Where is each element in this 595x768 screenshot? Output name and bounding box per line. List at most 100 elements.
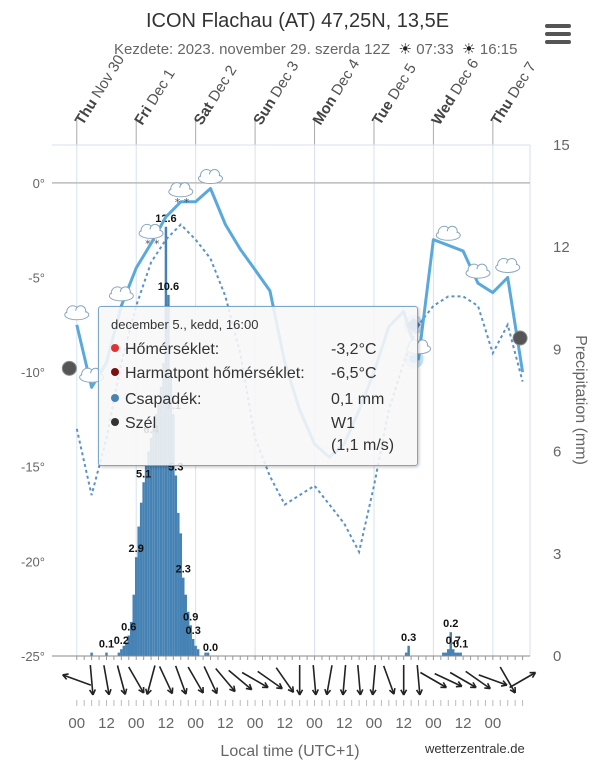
day-label: Sun Dec 3: [250, 58, 302, 128]
precipitation-bar: [184, 594, 187, 656]
wind-arrow-icon: [356, 664, 364, 696]
precipitation-bar: [154, 414, 158, 656]
tooltip-value: (1,1 m/s): [331, 437, 395, 454]
precipitation-bar: [174, 475, 178, 656]
x-tick-label: 00: [485, 715, 502, 732]
precipitation-bar: [451, 649, 455, 656]
chart-subtitle: Kezdete: 2023. november 29. szerda 12Z ☀…: [114, 40, 517, 58]
hamburger-menu-icon[interactable]: [545, 24, 571, 48]
precipitation-bar: [172, 414, 175, 656]
precipitation-bar: [147, 451, 150, 656]
wind-dot-icon: [111, 417, 119, 426]
day-date: Dec 6: [447, 56, 482, 98]
x-tick-label: 12: [336, 715, 353, 732]
y-left-tick-label: -5°: [28, 270, 45, 285]
precipitation-bar: [159, 386, 163, 656]
cloud-icon: [138, 223, 164, 239]
day-date: Dec 7: [505, 59, 540, 101]
tooltip-row-precipitation: Csapadék:: [111, 391, 202, 409]
x-tick-label: 12: [158, 715, 175, 732]
wind-arrow-icon: [311, 664, 319, 696]
precipitation-dot-icon: [111, 393, 119, 402]
x-tick-label: 00: [247, 715, 264, 732]
precipitation-label: 0.2: [443, 618, 458, 630]
day-label: Fri Dec 1: [131, 66, 179, 128]
sunrise-icon: ☀: [398, 41, 412, 58]
sunset-time: 16:15: [479, 41, 518, 58]
tooltip-row-wind: Szél: [111, 415, 156, 433]
precipitation-bar: [142, 482, 145, 656]
y-right-tick-label: 9: [553, 341, 561, 358]
precipitation-bar: [454, 652, 457, 656]
precipitation-bar: [130, 621, 133, 656]
tooltip-label: Harmatpont hőmérséklet:: [125, 365, 305, 382]
wind-arrow-icon: [400, 665, 408, 696]
precipitation-bar: [132, 594, 135, 656]
tooltip-value: 0,1 mm: [331, 391, 385, 408]
wind-arrow-icon: [228, 669, 253, 691]
day-date: Nov 30: [89, 52, 129, 101]
y-left-tick-label: 0°: [33, 176, 45, 191]
tooltip-label: Csapadék:: [125, 391, 202, 408]
precipitation-bar: [105, 652, 108, 656]
tooltip-label: Hőmérséklet:: [125, 341, 220, 358]
x-tick-label: 00: [306, 715, 323, 732]
tooltip-row-temperature: Hőmérséklet:: [111, 341, 219, 359]
precipitation-bar: [152, 424, 155, 656]
precipitation-label: 2.3: [176, 564, 191, 576]
cloud-icon: [435, 225, 461, 241]
precipitation-bar: [157, 403, 160, 656]
precipitation-label: 0.1: [99, 639, 114, 651]
dewpoint-line: [75, 223, 524, 555]
precipitation-label: 10.6: [158, 281, 179, 293]
day-label: Sat Dec 2: [191, 63, 241, 129]
y-left-tick-label: -25°: [21, 649, 45, 664]
precipitation-bar: [144, 465, 148, 656]
y-right-tick-label: 3: [553, 546, 561, 563]
tooltip-value: -6,5°C: [331, 365, 377, 382]
wind-arrow-icon: [62, 673, 92, 686]
x-tick-label: 00: [68, 715, 85, 732]
wind-arrow-icon: [158, 666, 174, 695]
wind-arrow-icon: [174, 665, 188, 695]
precipitation-label: 0.9: [183, 611, 198, 623]
wind-arrow-icon: [420, 671, 448, 689]
x-tick-label: 12: [395, 715, 412, 732]
wind-arrow-icon: [128, 666, 145, 694]
snowflake-icon: * *: [175, 196, 190, 209]
wind-arrow-icon: [88, 664, 97, 696]
precipitation-bar: [456, 652, 460, 656]
tooltip-date: december 5., kedd, 16:00: [111, 317, 259, 332]
precipitation-bar: [127, 635, 131, 656]
wind-arrow-icon: [339, 664, 347, 696]
precipitation-bar: [404, 652, 408, 656]
x-tick-label: 00: [366, 715, 383, 732]
precipitation-label: 0.6: [121, 622, 136, 634]
precipitation-bar: [139, 502, 143, 656]
precipitation-label: 0.1: [453, 639, 468, 651]
tooltip-row-dewpoint: Harmatpont hőmérséklet:: [111, 365, 305, 383]
wind-arrow-icon: [369, 664, 377, 696]
precipitation-bar: [182, 577, 185, 656]
wind-arrows: [62, 664, 537, 696]
cloud-icon: [168, 182, 194, 198]
day-date: Dec 2: [205, 63, 240, 105]
precipitation-bar: [137, 526, 140, 656]
precipitation-label: 5.1: [136, 468, 151, 480]
cloud-icon: [495, 257, 521, 273]
tooltip-value: W1: [331, 415, 355, 432]
cloud-icon: [64, 305, 90, 321]
moon-icon: [61, 360, 77, 376]
snowflake-icon: * *: [145, 237, 160, 250]
chart-title: ICON Flachau (AT) 47,25N, 13,5E: [145, 10, 450, 32]
credit[interactable]: wetterzentrale.de: [425, 741, 525, 756]
day-label: Thu Nov 30: [72, 52, 128, 128]
y-right-tick-label: 15: [553, 137, 570, 154]
precipitation-label: 0.2: [114, 635, 129, 647]
moon-icon: [512, 330, 528, 346]
tooltip: december 5., kedd, 16:00 Hőmérséklet: -3…: [98, 306, 418, 466]
x-tick-label: 12: [276, 715, 293, 732]
x-tick-label: 00: [128, 715, 145, 732]
wind-arrow-icon: [203, 666, 219, 695]
